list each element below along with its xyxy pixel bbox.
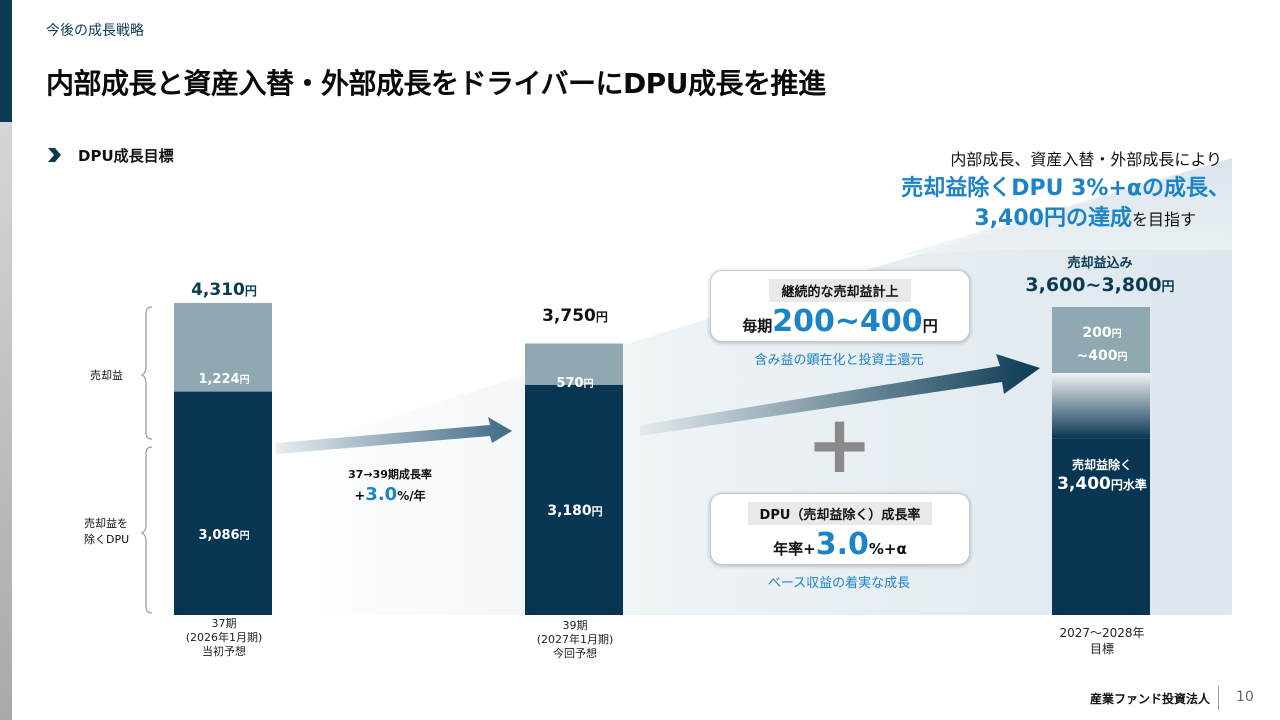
- bar-base-0: [174, 391, 272, 615]
- growth-arrow-1: [276, 417, 512, 454]
- category-label-target: 2027〜2028年 目標: [1042, 625, 1162, 657]
- base-unit-37: 円: [239, 531, 250, 542]
- target-incl-number: 3,600~3,800: [1025, 274, 1162, 296]
- dpu-growth-unit: %+α: [868, 540, 907, 558]
- base-label-37: 3,086円: [174, 524, 274, 543]
- gain-target-box-label: 継続的な売却益計上: [769, 279, 911, 302]
- left-gray-bar: [0, 122, 12, 720]
- total-label-39: 3,750円: [525, 306, 625, 326]
- gain-target-unit: 円: [922, 317, 938, 335]
- category-39-line2: (2027年1月期): [536, 633, 614, 646]
- bar-gain-1: [525, 343, 623, 385]
- segment-brackets: [140, 306, 153, 614]
- dpu-growth-box-label: DPU（売却益除く）成長率: [747, 502, 933, 525]
- growth-wedge-background: [274, 158, 1232, 615]
- callout-line3: 3,400円の達成を目指す: [860, 200, 1196, 232]
- growth-rate-label: 37→39期成長率: [348, 468, 432, 481]
- target-gain-line2-unit: 円: [1117, 352, 1128, 363]
- category-39-line3: 今回予想: [553, 647, 597, 660]
- bar-base-1: [525, 384, 623, 615]
- target-gain-line1-unit: 円: [1111, 329, 1122, 340]
- target-base-number: 3,400: [1057, 474, 1111, 494]
- category-label-37: 37期 (2026年1月期) 当初予想: [164, 617, 284, 659]
- callout-line1: 内部成長、資産入替・外部成長により: [950, 150, 1222, 169]
- bar-base-2: [1052, 438, 1150, 615]
- segment-label-base: 売却益を 除くDPU: [84, 516, 129, 548]
- callout-line2: 売却益除くDPU 3%+αの成長、: [901, 176, 1230, 201]
- total-label-37: 4,310円: [174, 280, 274, 300]
- target-gain-line1: 200円: [1052, 322, 1152, 345]
- total-value-37: 4,310: [191, 280, 245, 300]
- target-base-unit: 円水準: [1110, 478, 1147, 492]
- target-incl-unit: 円: [1161, 280, 1175, 295]
- plus-sign: +: [806, 398, 874, 491]
- dpu-growth-number: 3.0: [815, 527, 869, 562]
- bar-gain-0: [174, 302, 272, 392]
- base-value-37: 3,086: [198, 528, 240, 543]
- dpu-growth-note: ベース収益の着実な成長: [767, 576, 911, 591]
- gain-unit-37: 円: [239, 375, 250, 386]
- gain-target-box: 継続的な売却益計上 毎期200~400円: [710, 270, 970, 342]
- category-37-line2: (2026年1月期): [185, 631, 263, 644]
- page-number: 10: [1236, 689, 1254, 705]
- target-gain-line2-value: ~400: [1076, 348, 1118, 364]
- callout-background: [900, 158, 1232, 255]
- callout-line3-main: 3,400円の達成: [974, 206, 1132, 231]
- page-title: 内部成長と資産入替・外部成長をドライバーにDPU成長を推進: [46, 67, 826, 100]
- target-incl-value: 3,600~3,800円: [1020, 274, 1180, 296]
- section-label: 今後の成長戦略: [46, 23, 144, 39]
- target-gain-label: 200円 ~400円: [1052, 322, 1152, 368]
- base-value-39: 3,180: [547, 503, 592, 519]
- growth-rate-value: +3.0%/年: [330, 484, 450, 505]
- bar-base-fade-2: [1052, 368, 1150, 439]
- category-label-39: 39期 (2027年1月期) 今回予想: [515, 619, 635, 661]
- gain-label-39: 570円: [525, 372, 625, 391]
- chevron-right-icon: [48, 148, 61, 162]
- target-base-label: 売却益除く: [1071, 458, 1132, 472]
- callout-line3-suffix: を目指す: [1131, 210, 1196, 229]
- growth-rate-number: 3.0: [365, 484, 398, 505]
- category-target-line1: 2027〜2028年: [1059, 626, 1145, 640]
- base-label-39: 3,180円: [525, 500, 625, 519]
- footer-company: 産業ファンド投資法人: [1090, 692, 1211, 706]
- segment-label-base-line2: 除くDPU: [84, 533, 130, 546]
- target-incl-label: 売却益込み: [1067, 256, 1133, 271]
- category-39-line1: 39期: [562, 619, 588, 632]
- gain-target-number: 200~400: [772, 304, 923, 339]
- dpu-growth-box: DPU（売却益除く）成長率 年率+3.0%+α: [710, 493, 970, 565]
- target-gain-line2: ~400円: [1052, 345, 1152, 368]
- category-target-line2: 目標: [1089, 642, 1114, 656]
- growth-rate-unit: %/年: [397, 489, 426, 503]
- total-value-39: 3,750: [542, 306, 596, 326]
- growth-rate-prefix: +: [354, 489, 366, 504]
- chart-subtitle: DPU成長目標: [78, 147, 174, 165]
- gain-target-note: 含み益の顕在化と投資主還元: [754, 353, 924, 368]
- target-base-value: 3,400円水準: [1030, 474, 1174, 494]
- gain-label-37: 1,224円: [174, 368, 274, 387]
- total-unit-37: 円: [244, 284, 257, 298]
- base-unit-39: 円: [591, 505, 603, 518]
- gain-target-prefix: 毎期: [742, 317, 773, 335]
- segment-label-base-line1: 売却益を: [84, 517, 128, 530]
- footer-separator: [1218, 686, 1219, 710]
- dpu-growth-prefix: 年率+: [773, 540, 816, 558]
- gain-unit-39: 円: [583, 379, 594, 390]
- gain-target-box-value: 毎期200~400円: [711, 304, 969, 339]
- category-37-line3: 当初予想: [202, 645, 246, 658]
- growth-arrow-2: [640, 354, 1040, 436]
- target-gain-line1-value: 200: [1082, 325, 1112, 341]
- bar-gain-2: [1052, 307, 1150, 373]
- total-unit-39: 円: [595, 310, 608, 324]
- left-accent-bar: [0, 0, 12, 122]
- category-37-line1: 37期: [211, 617, 237, 630]
- dpu-growth-box-value: 年率+3.0%+α: [711, 527, 969, 562]
- gain-value-37: 1,224: [198, 372, 240, 387]
- gain-value-39: 570: [556, 376, 584, 391]
- segment-label-gain: 売却益: [90, 369, 123, 382]
